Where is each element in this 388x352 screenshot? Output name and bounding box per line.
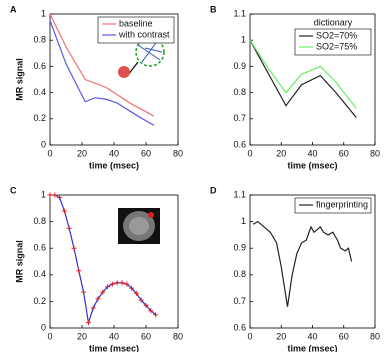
x-tick-label: 40 (109, 331, 119, 341)
data-marker (105, 284, 111, 290)
y-tick-label: 0.7 (233, 296, 246, 306)
legend-box (294, 28, 372, 56)
data-marker (124, 281, 130, 287)
data-line (49, 13, 155, 117)
data-marker (129, 285, 135, 291)
data-marker (76, 268, 82, 274)
x-axis-label: time (msec) (287, 343, 337, 352)
panel-label: B (210, 4, 217, 14)
y-tick-label: 0 (41, 139, 46, 149)
x-tick-label: 40 (109, 148, 119, 158)
x-tick-label: 20 (276, 148, 286, 158)
data-marker (153, 312, 159, 318)
legend-label: fingerprinting (316, 199, 368, 209)
data-marker (71, 245, 77, 251)
y-tick-label: 0.6 (233, 139, 246, 149)
x-tick-label: 80 (370, 331, 380, 341)
y-tick-label: 1.1 (233, 189, 246, 199)
x-tick-label: 80 (173, 148, 183, 158)
y-axis-label: MR signal (14, 240, 24, 283)
x-tick-label: 60 (141, 331, 151, 341)
y-tick-label: 1 (241, 35, 246, 45)
y-tick-label: 0.9 (233, 243, 246, 253)
inset-vessel-icon (118, 37, 165, 78)
y-tick-label: 1 (41, 8, 46, 18)
y-tick-label: 0.2 (33, 113, 46, 123)
y-axis-label: MR signal (14, 58, 24, 101)
data-marker (61, 208, 67, 214)
data-marker (100, 289, 106, 295)
data-line (249, 39, 357, 109)
x-tick-label: 0 (247, 148, 252, 158)
y-tick-label: 0.4 (33, 269, 46, 279)
y-tick-label: 1.1 (233, 8, 246, 18)
legend-label: with contrast (118, 29, 170, 39)
x-tick-label: 20 (276, 331, 286, 341)
y-tick-label: 0 (41, 322, 46, 332)
legend-label: SO2=75% (316, 41, 357, 51)
x-tick-label: 60 (141, 148, 151, 158)
legend-label: SO2=70% (316, 30, 357, 40)
x-tick-label: 0 (47, 148, 52, 158)
data-marker (109, 281, 115, 287)
data-marker (66, 225, 72, 231)
data-marker (95, 296, 101, 302)
x-axis-label: time (msec) (287, 160, 337, 170)
y-tick-label: 0.8 (233, 269, 246, 279)
y-tick-label: 0.9 (233, 61, 246, 71)
data-marker (138, 297, 144, 303)
data-marker (57, 195, 63, 201)
y-tick-label: 1 (41, 189, 46, 199)
x-tick-label: 0 (247, 331, 252, 341)
x-tick-label: 20 (77, 148, 87, 158)
x-tick-label: 60 (339, 148, 349, 158)
x-tick-label: 80 (370, 148, 380, 158)
x-tick-label: 80 (173, 331, 183, 341)
data-marker (85, 320, 91, 326)
panel-label: C (10, 185, 17, 195)
data-line (252, 220, 353, 307)
data-marker (133, 290, 139, 296)
legend-box (97, 16, 175, 44)
data-marker (119, 280, 125, 286)
data-marker (114, 280, 120, 286)
y-tick-label: 0.6 (33, 243, 46, 253)
inset-brain-image (118, 208, 160, 244)
data-line (249, 39, 357, 118)
y-tick-label: 1 (241, 216, 246, 226)
y-tick-label: 0.8 (33, 35, 46, 45)
x-tick-label: 0 (47, 331, 52, 341)
data-marker (47, 192, 53, 198)
plot-frame (249, 194, 376, 329)
y-tick-label: 0.6 (233, 322, 246, 332)
data-marker (52, 192, 58, 198)
data-marker (81, 289, 87, 295)
x-axis-label: time (msec) (89, 343, 139, 352)
x-tick-label: 40 (307, 148, 317, 158)
y-tick-label: 0.2 (33, 296, 46, 306)
legend-title: dictionary (314, 17, 353, 27)
x-tick-label: 40 (307, 331, 317, 341)
panel-label: A (10, 4, 17, 14)
data-marker (143, 302, 149, 308)
y-tick-label: 0.6 (33, 61, 46, 71)
data-marker (148, 308, 154, 314)
legend-label: baseline (119, 18, 153, 28)
data-marker (90, 305, 96, 311)
data-line (49, 20, 155, 126)
x-tick-label: 20 (77, 331, 87, 341)
panel-label: D (210, 185, 217, 195)
y-tick-label: 0.4 (33, 87, 46, 97)
y-tick-label: 0.7 (233, 113, 246, 123)
legend-box (294, 197, 372, 214)
y-tick-label: 0.8 (233, 87, 246, 97)
y-tick-label: 0.8 (33, 216, 46, 226)
x-tick-label: 60 (339, 331, 349, 341)
x-axis-label: time (msec) (89, 160, 139, 170)
